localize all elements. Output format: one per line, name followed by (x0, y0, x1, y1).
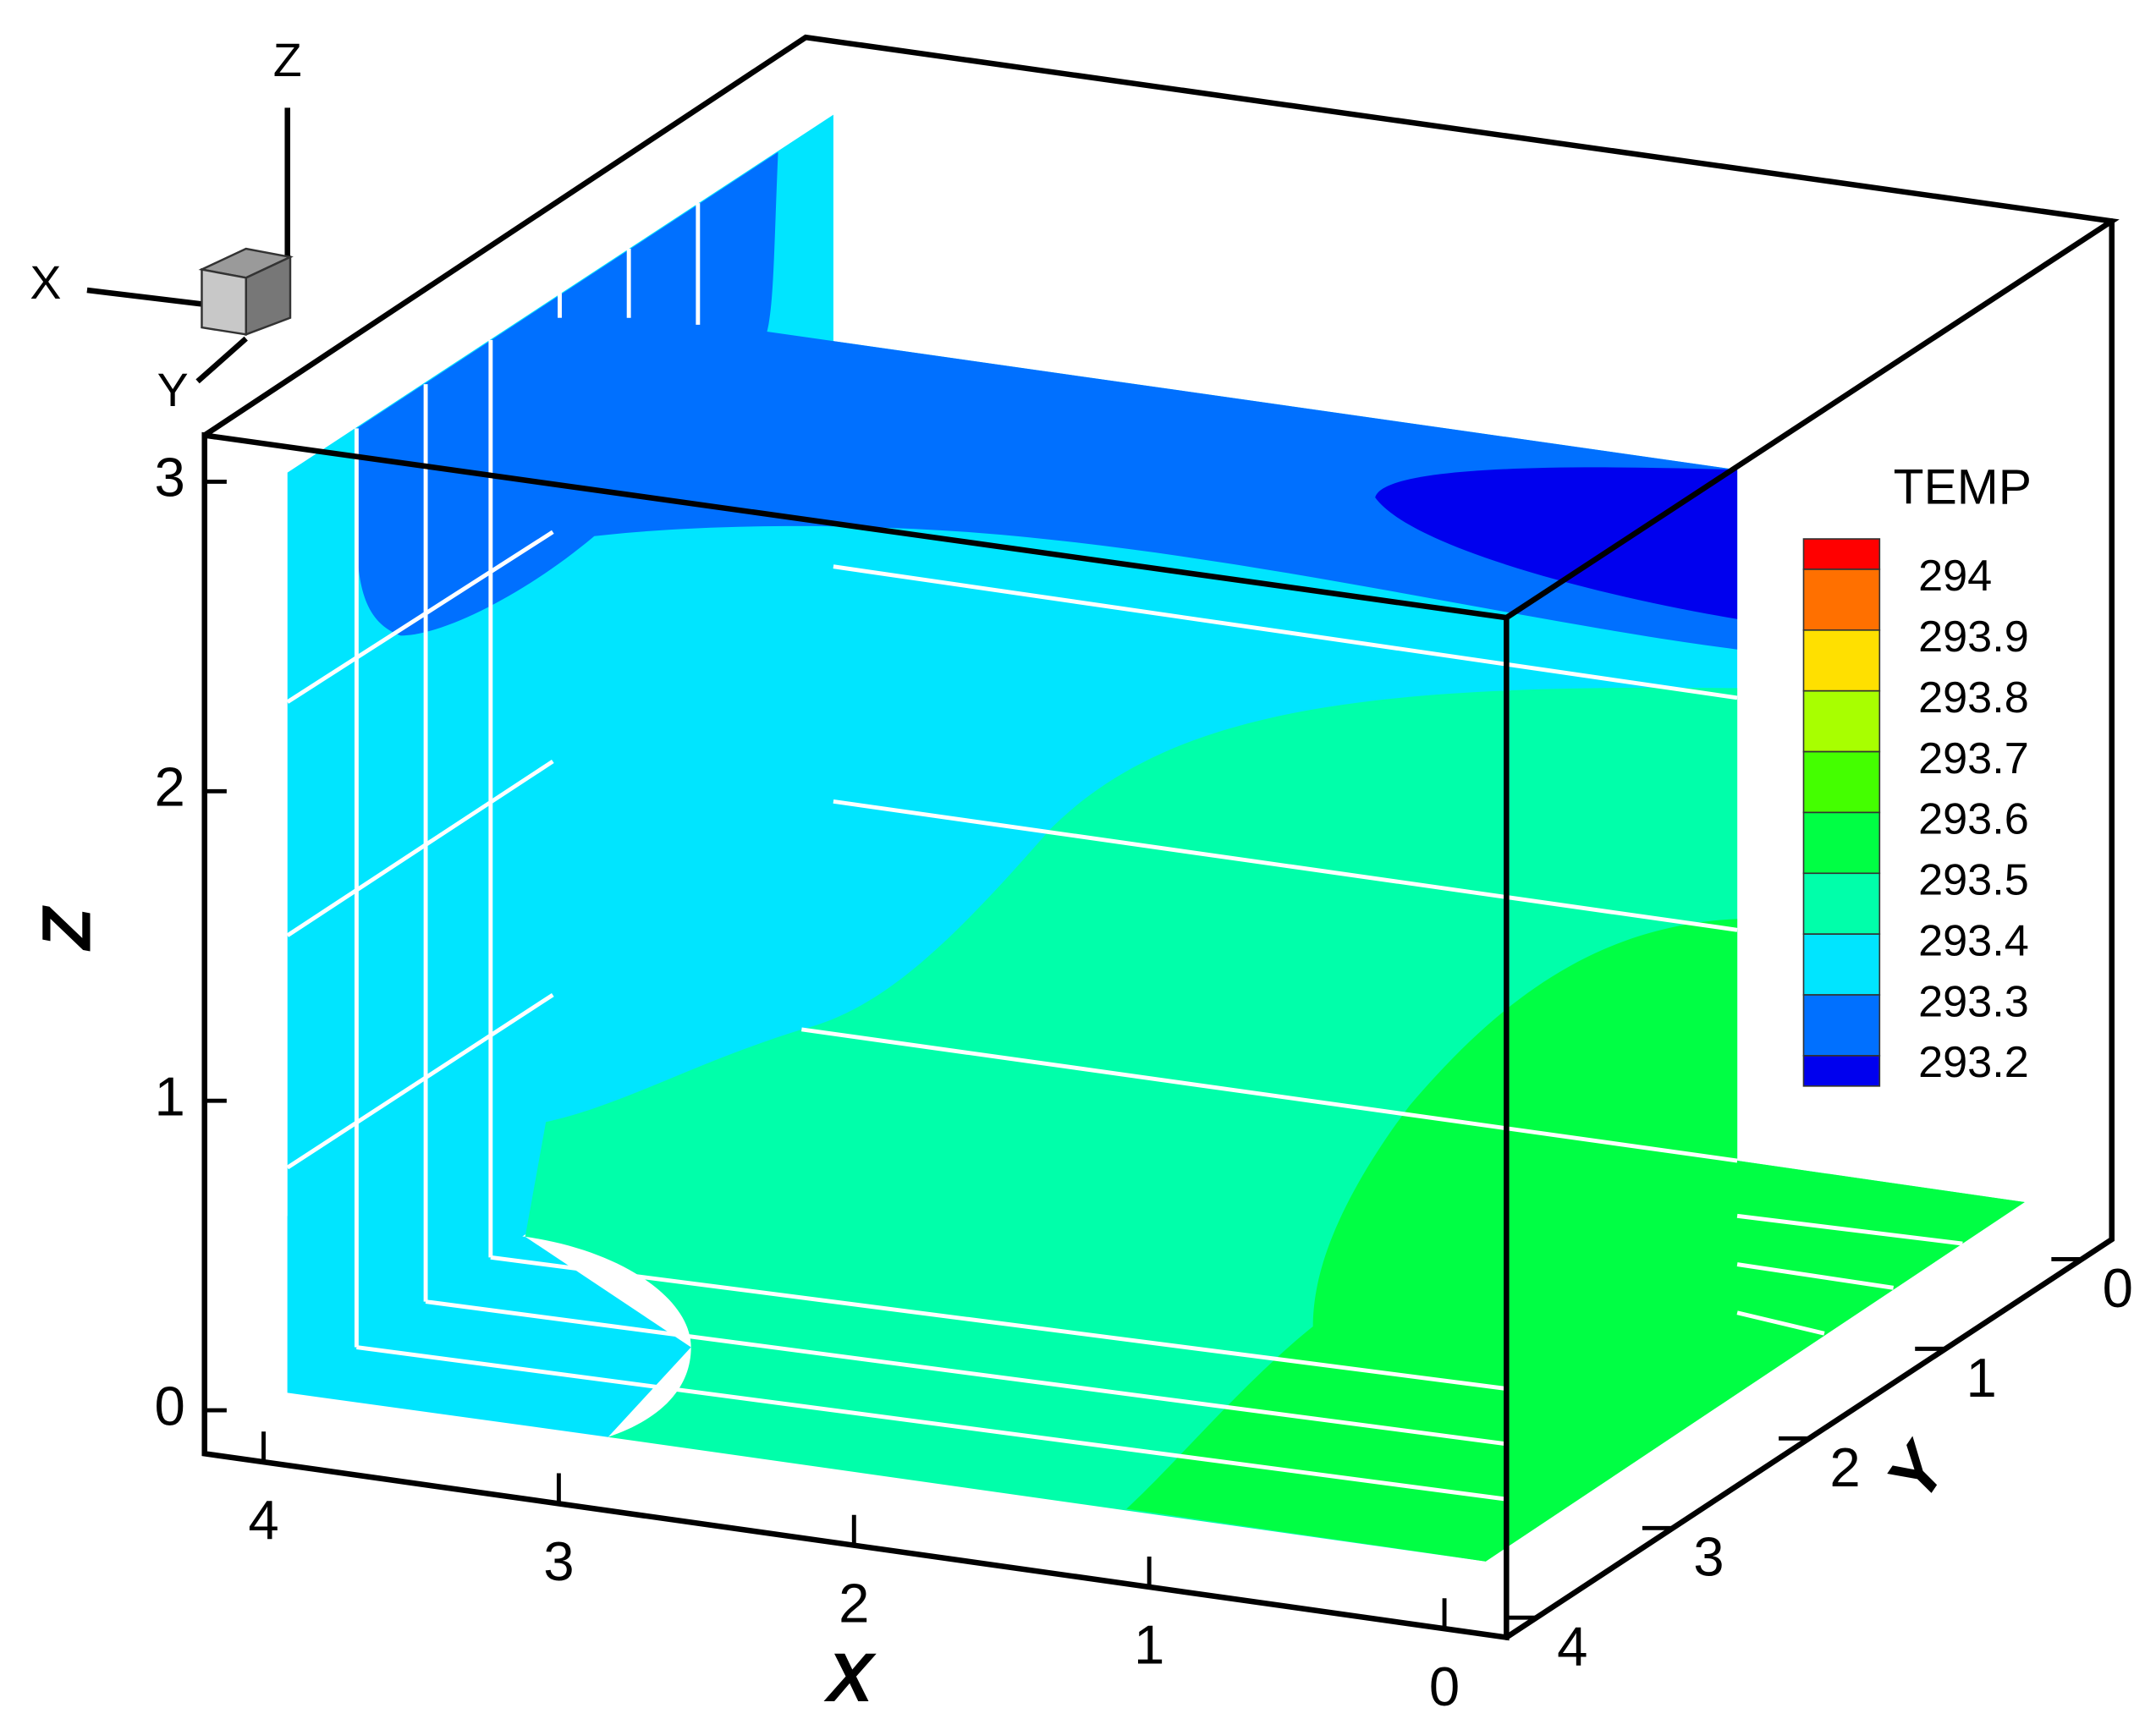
mesh-line (800, 1027, 1738, 1163)
bounding-box (201, 34, 2120, 1641)
box-edge (1504, 218, 2115, 1640)
legend-label: 293.3 (1918, 977, 2029, 1026)
mesh-line (286, 759, 554, 937)
legend-swatch (1802, 811, 1881, 875)
legend-swatch (1802, 872, 1881, 935)
floor-cyan (287, 1216, 691, 1437)
legend-swatch (1802, 629, 1881, 692)
z-tick-label: 2 (155, 756, 185, 818)
triad-label: Y (157, 364, 189, 416)
legend-label: 293.5 (1918, 856, 2029, 905)
legend-label: 293.7 (1918, 734, 2029, 783)
mesh-line (833, 799, 1738, 932)
z-tick-label: 1 (155, 1065, 185, 1127)
legend-label: 293.9 (1918, 612, 2029, 662)
mesh-line (1736, 1262, 1895, 1290)
legend-swatch (1802, 1055, 1881, 1087)
mesh-line (1736, 1213, 1963, 1246)
mesh-line (425, 1299, 1507, 1447)
legend-label: 293.2 (1918, 1038, 2029, 1087)
x-tick-label: 4 (248, 1489, 278, 1551)
y-tick-label: 0 (2103, 1257, 2133, 1319)
legend-swatch (1802, 750, 1881, 814)
box-edge (201, 34, 2120, 621)
y-tick-label: 4 (1557, 1616, 1587, 1678)
y-tick-label: 3 (1693, 1526, 1724, 1588)
legend-swatch (1802, 538, 1881, 570)
bright-green-region (1126, 919, 2025, 1562)
orientation-triad: Z X Y (30, 34, 301, 416)
triad-label: X (30, 256, 61, 309)
triad-axis (195, 336, 248, 384)
legend-label: 294 (1918, 552, 1992, 601)
mesh-line (286, 992, 554, 1170)
x-tick-label: 1 (1134, 1614, 1164, 1676)
z-axis-title: Z (29, 905, 106, 952)
z-tick-label: 0 (155, 1375, 185, 1436)
legend-swatch (1802, 994, 1881, 1057)
legend-label: 293.4 (1918, 916, 2029, 965)
x-tick-label: 0 (1429, 1656, 1460, 1717)
x-tick-label: 3 (543, 1530, 574, 1592)
legend-swatch (1802, 933, 1881, 996)
mesh-line (1736, 1310, 1825, 1336)
legend-swatch (1802, 568, 1881, 631)
z-tick-label: 3 (155, 447, 185, 508)
mesh-line (490, 1255, 1507, 1391)
y-axis-title: Y (1872, 1428, 1965, 1513)
x-tick-label: 2 (839, 1572, 869, 1634)
mesh-lines (286, 203, 1963, 1502)
mesh-line (833, 564, 1738, 700)
y-tick-label: 2 (1829, 1436, 1860, 1498)
triad-label: Z (273, 34, 302, 86)
mesh-line (286, 530, 554, 704)
legend-label: 293.8 (1918, 673, 2029, 722)
y-tick-label: 1 (1966, 1347, 1996, 1409)
blue-region-left (356, 151, 1738, 650)
legend-title: TEMP (1894, 459, 2032, 514)
legend-label: 293.6 (1918, 795, 2029, 844)
legend-swatch (1802, 689, 1881, 753)
mesh-line (356, 1345, 1507, 1502)
dark-blue-region (1375, 467, 1738, 619)
triad-cube (201, 268, 247, 336)
triad-axis (86, 287, 202, 307)
x-axis-title: X (823, 1639, 877, 1716)
